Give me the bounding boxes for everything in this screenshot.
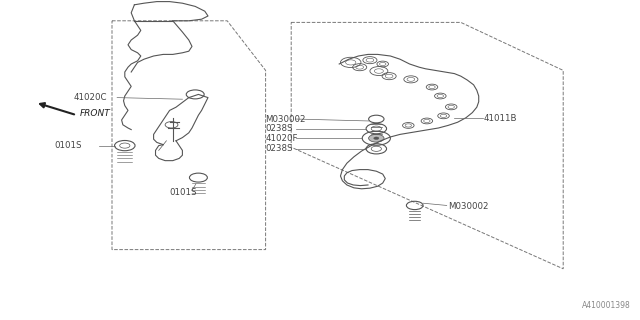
Text: 41011B: 41011B [484,114,517,123]
Text: M030002: M030002 [266,115,306,124]
Text: M030002: M030002 [448,202,488,211]
Text: 0238S: 0238S [266,124,293,133]
Text: 41020C: 41020C [74,93,107,102]
Circle shape [374,137,379,140]
Text: 0238S: 0238S [266,144,293,153]
Text: A410001398: A410001398 [582,301,630,310]
Text: 41020F: 41020F [266,134,298,143]
Text: 0101S: 0101S [54,141,82,150]
Circle shape [369,134,384,142]
Text: FRONT: FRONT [80,109,111,118]
Text: 0101S: 0101S [170,188,197,197]
